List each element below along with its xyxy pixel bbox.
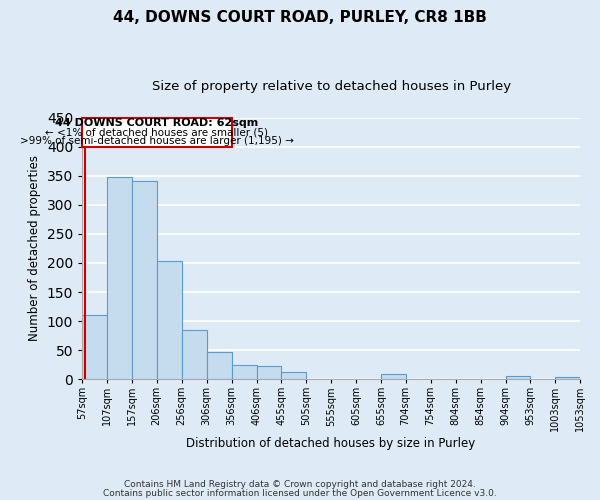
Bar xyxy=(182,330,206,379)
FancyBboxPatch shape xyxy=(82,118,232,147)
Bar xyxy=(157,261,182,379)
Y-axis label: Number of detached properties: Number of detached properties xyxy=(28,156,41,342)
Bar xyxy=(107,177,132,379)
Text: Contains HM Land Registry data © Crown copyright and database right 2024.: Contains HM Land Registry data © Crown c… xyxy=(124,480,476,489)
Bar xyxy=(506,376,530,379)
Bar xyxy=(232,364,257,379)
X-axis label: Distribution of detached houses by size in Purley: Distribution of detached houses by size … xyxy=(187,437,476,450)
Text: ← <1% of detached houses are smaller (5): ← <1% of detached houses are smaller (5) xyxy=(46,127,268,137)
Text: Contains public sector information licensed under the Open Government Licence v3: Contains public sector information licen… xyxy=(103,489,497,498)
Bar xyxy=(257,366,281,379)
Title: Size of property relative to detached houses in Purley: Size of property relative to detached ho… xyxy=(152,80,511,93)
Bar xyxy=(206,352,232,379)
Bar xyxy=(555,378,580,379)
Bar xyxy=(82,315,107,379)
Bar xyxy=(281,372,306,379)
Text: >99% of semi-detached houses are larger (1,195) →: >99% of semi-detached houses are larger … xyxy=(20,136,294,146)
Bar xyxy=(381,374,406,379)
Bar xyxy=(132,180,157,379)
Text: 44 DOWNS COURT ROAD: 62sqm: 44 DOWNS COURT ROAD: 62sqm xyxy=(55,118,259,128)
Text: 44, DOWNS COURT ROAD, PURLEY, CR8 1BB: 44, DOWNS COURT ROAD, PURLEY, CR8 1BB xyxy=(113,10,487,25)
